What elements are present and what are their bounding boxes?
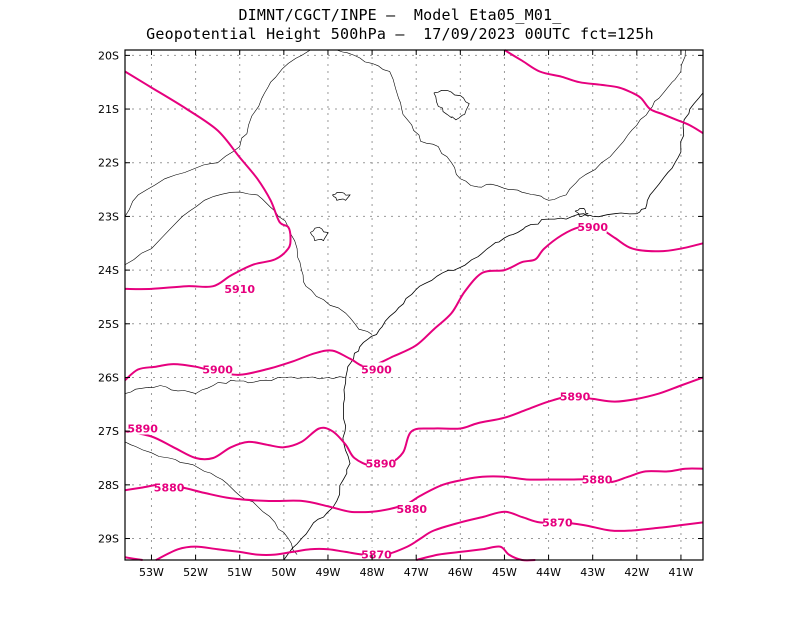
lon-tick-label: 52W — [183, 566, 208, 579]
contour-label-bg — [203, 362, 232, 376]
contour-label-bg — [397, 502, 426, 515]
lon-tick-label: 46W — [448, 566, 473, 579]
contour-label: 5910 — [224, 283, 255, 296]
contour-line-5900 — [124, 225, 704, 381]
contour-label-bg — [362, 547, 391, 561]
contour-labels: 5910 5900 5900 5900 5890 5890 5890 5880 5880 5880… — [127, 220, 613, 562]
lon-tick-label: 53W — [139, 566, 164, 579]
contour-label-bg — [578, 220, 607, 234]
contour-line-5870 — [155, 510, 704, 561]
lon-tick-label: 41W — [669, 566, 694, 579]
state-border — [124, 191, 373, 335]
axis-ticks: 20S 21S 22S 23S 24S 25S 26S 27S 28S 29S 53W 52W 51W 5… — [98, 49, 703, 579]
contour-label: 5900 — [577, 221, 608, 234]
lat-tick-label: 25S — [98, 318, 119, 331]
contour-label-bg — [225, 281, 254, 295]
coastline — [636, 92, 704, 215]
lon-tick-label: 51W — [227, 566, 252, 579]
contour-label-bg — [543, 515, 572, 529]
contour-label: 5890 — [560, 390, 591, 403]
contour-label: 5890 — [366, 457, 397, 470]
lon-tick-label: 47W — [404, 566, 429, 579]
contour-label-bg — [561, 389, 590, 403]
lat-tick-label: 21S — [98, 103, 119, 116]
contour-label: 5880 — [396, 503, 427, 516]
contour-label-bg — [128, 421, 157, 435]
state-border — [336, 49, 686, 201]
coastline — [283, 212, 637, 561]
contour-label-bg — [362, 362, 391, 376]
land-outlines — [124, 49, 704, 561]
lon-tick-label: 48W — [360, 566, 385, 579]
contour-line-5890 — [124, 376, 704, 468]
lat-tick-label: 27S — [98, 425, 119, 438]
contour-line-5910 — [124, 70, 292, 291]
lat-tick-label: 20S — [98, 49, 119, 62]
contour-label-bg — [366, 456, 395, 470]
contour-label: 5890 — [127, 422, 158, 435]
contour-label: 5870 — [361, 549, 392, 562]
reservoir-outline — [310, 226, 329, 242]
lat-tick-label: 23S — [98, 210, 119, 223]
lon-tick-label: 43W — [580, 566, 605, 579]
contour-label-bg — [155, 480, 184, 494]
height-contours — [124, 49, 704, 562]
reservoir-outline — [433, 89, 470, 121]
lat-tick-label: 29S — [98, 533, 119, 546]
state-border — [124, 441, 298, 555]
lon-tick-label: 45W — [492, 566, 517, 579]
contour-line-5860 — [415, 545, 536, 562]
lon-tick-label: 49W — [316, 566, 341, 579]
state-border — [124, 49, 311, 217]
contour-label: 5880 — [154, 482, 185, 495]
contour-label: 5870 — [542, 516, 573, 529]
lat-tick-label: 26S — [98, 371, 119, 384]
lat-tick-label: 24S — [98, 264, 119, 277]
map-title-line-1: DIMNT/CGCT/INPE – Model Eta05_M01_ — [238, 6, 562, 24]
contour-line-5910 — [503, 49, 704, 135]
grid-lines — [125, 50, 703, 560]
contour-line-5880 — [124, 467, 704, 514]
state-border — [124, 376, 346, 394]
contour-label-bg — [583, 472, 612, 486]
lon-tick-label: 44W — [536, 566, 561, 579]
map-title-line-2: Geopotential Height 500hPa – 17/09/2023 … — [146, 25, 654, 43]
lon-tick-label: 50W — [271, 566, 296, 579]
lon-tick-label: 42W — [624, 566, 649, 579]
lat-tick-label: 28S — [98, 479, 119, 492]
map-frame — [124, 49, 704, 561]
contour-label: 5900 — [202, 363, 233, 376]
contour-label: 5900 — [361, 363, 392, 376]
reservoir-outline — [574, 208, 589, 217]
lat-tick-label: 22S — [98, 157, 119, 170]
reservoir-outline — [332, 191, 351, 201]
contour-label: 5880 — [582, 473, 613, 486]
